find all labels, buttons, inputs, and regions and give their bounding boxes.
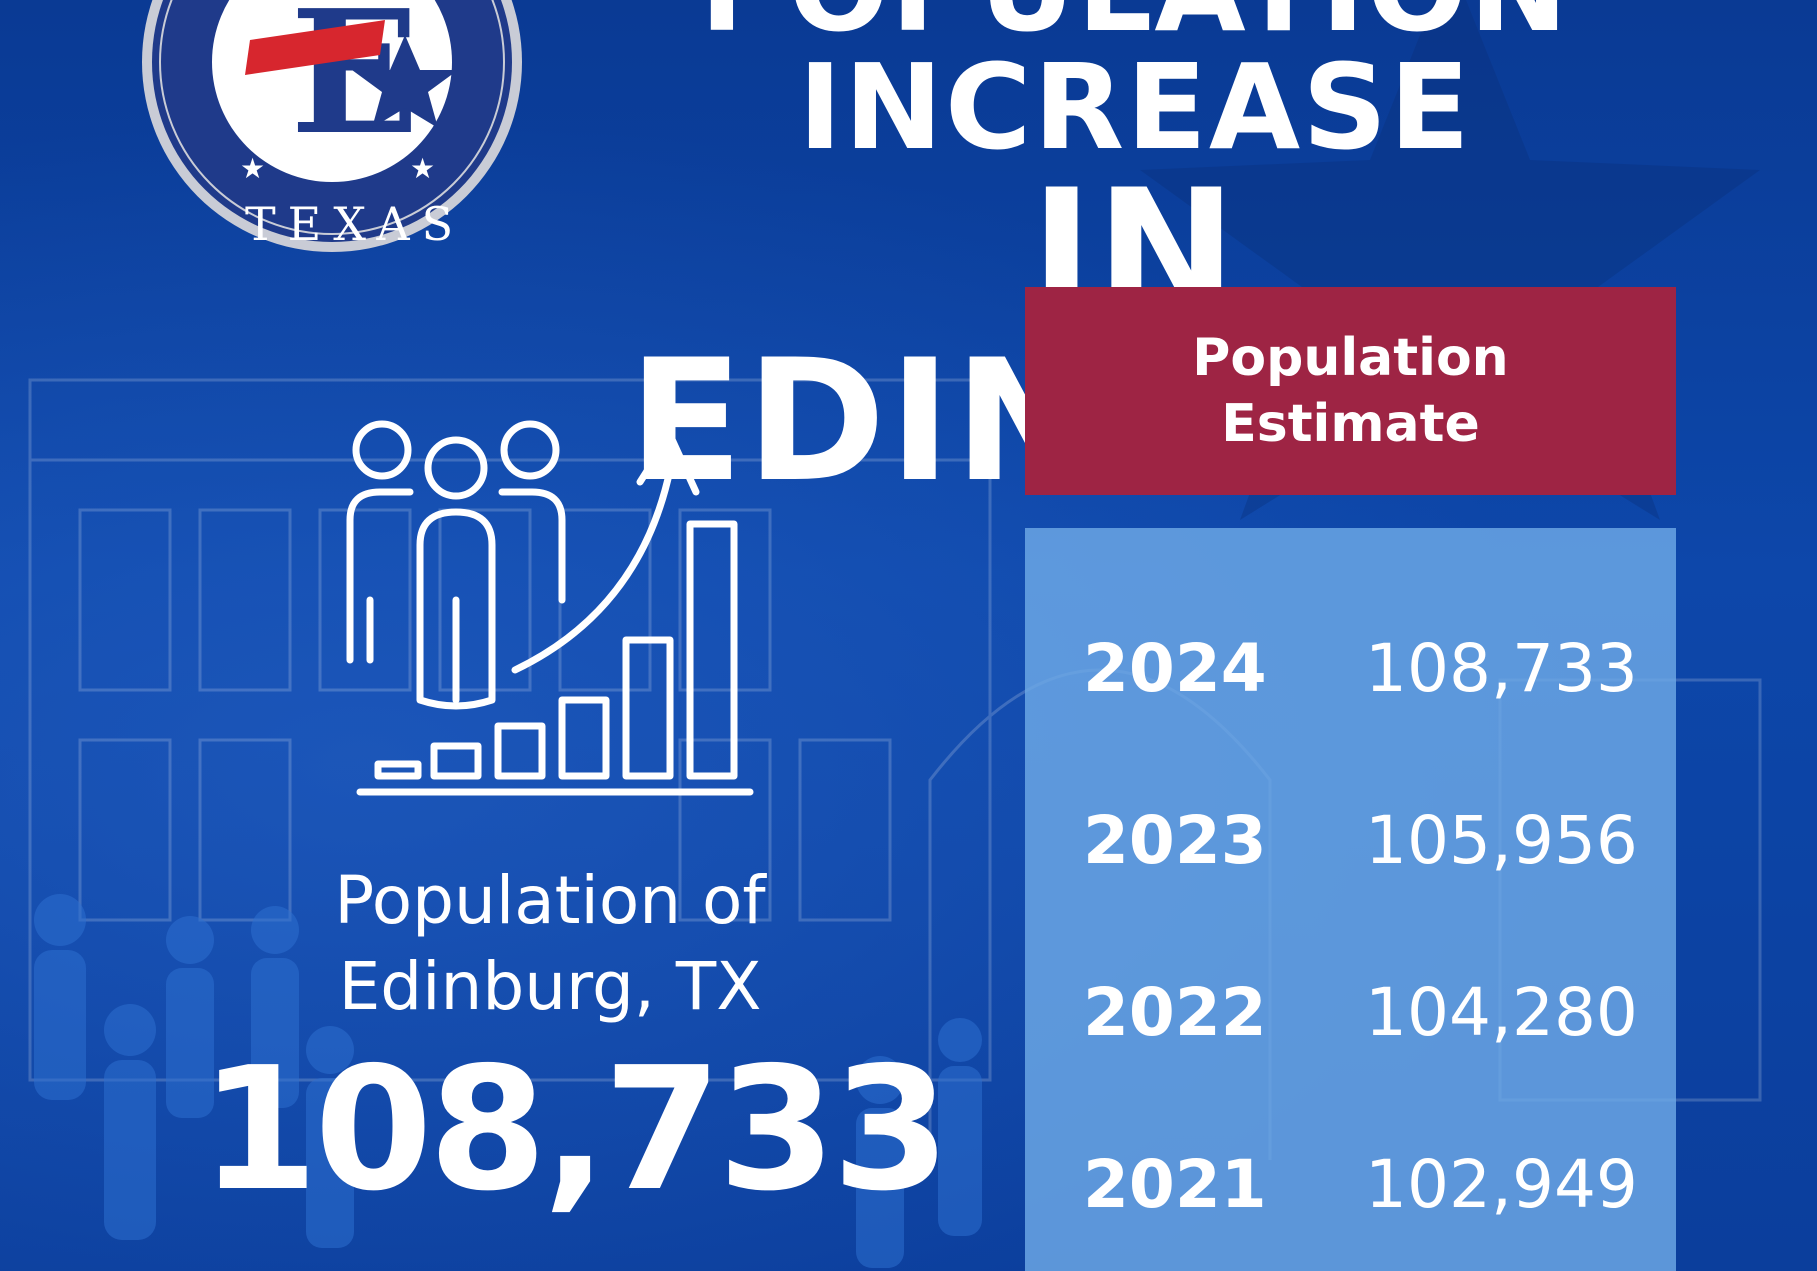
table-row: 2024 108,733 — [1025, 624, 1676, 714]
table-row-value: 108,733 — [1365, 630, 1638, 707]
headline-line-1: POPULATION INCREASE — [700, 0, 1568, 176]
table-row-value: 105,956 — [1365, 802, 1638, 879]
city-seal-logo: E ★ ★ TEXAS — [142, 0, 522, 252]
table-row: 2021 102,949 — [1025, 1140, 1676, 1230]
table-row: 2022 104,280 — [1025, 968, 1676, 1058]
table-row-value: 102,949 — [1365, 1146, 1638, 1223]
population-growth-icon — [346, 420, 754, 796]
building-backdrop — [28, 378, 1762, 1160]
table-row: 2023 105,956 — [1025, 796, 1676, 886]
table-header-line-2: Estimate — [1221, 394, 1480, 454]
svg-text:★: ★ — [410, 152, 435, 185]
crowd-backdrop — [34, 894, 982, 1268]
population-value: 108,733 — [200, 1031, 950, 1229]
population-table: 2024 108,733 2023 105,956 2022 104,280 2… — [1025, 528, 1676, 1271]
table-row-year: 2021 — [1083, 1146, 1267, 1223]
table-row-year: 2023 — [1083, 802, 1267, 879]
svg-text:★: ★ — [240, 152, 265, 185]
table-row-value: 104,280 — [1365, 974, 1638, 1051]
population-label-line-2: Edinburg, TX — [338, 948, 762, 1025]
table-row-year: 2022 — [1083, 974, 1267, 1051]
table-row-year: 2024 — [1083, 630, 1267, 707]
population-label: Population of Edinburg, TX — [220, 858, 880, 1030]
table-header: Population Estimate — [1025, 287, 1676, 495]
table-header-line-1: Population — [1192, 328, 1509, 388]
population-label-line-1: Population of — [334, 862, 766, 939]
svg-text:TEXAS: TEXAS — [245, 197, 465, 251]
